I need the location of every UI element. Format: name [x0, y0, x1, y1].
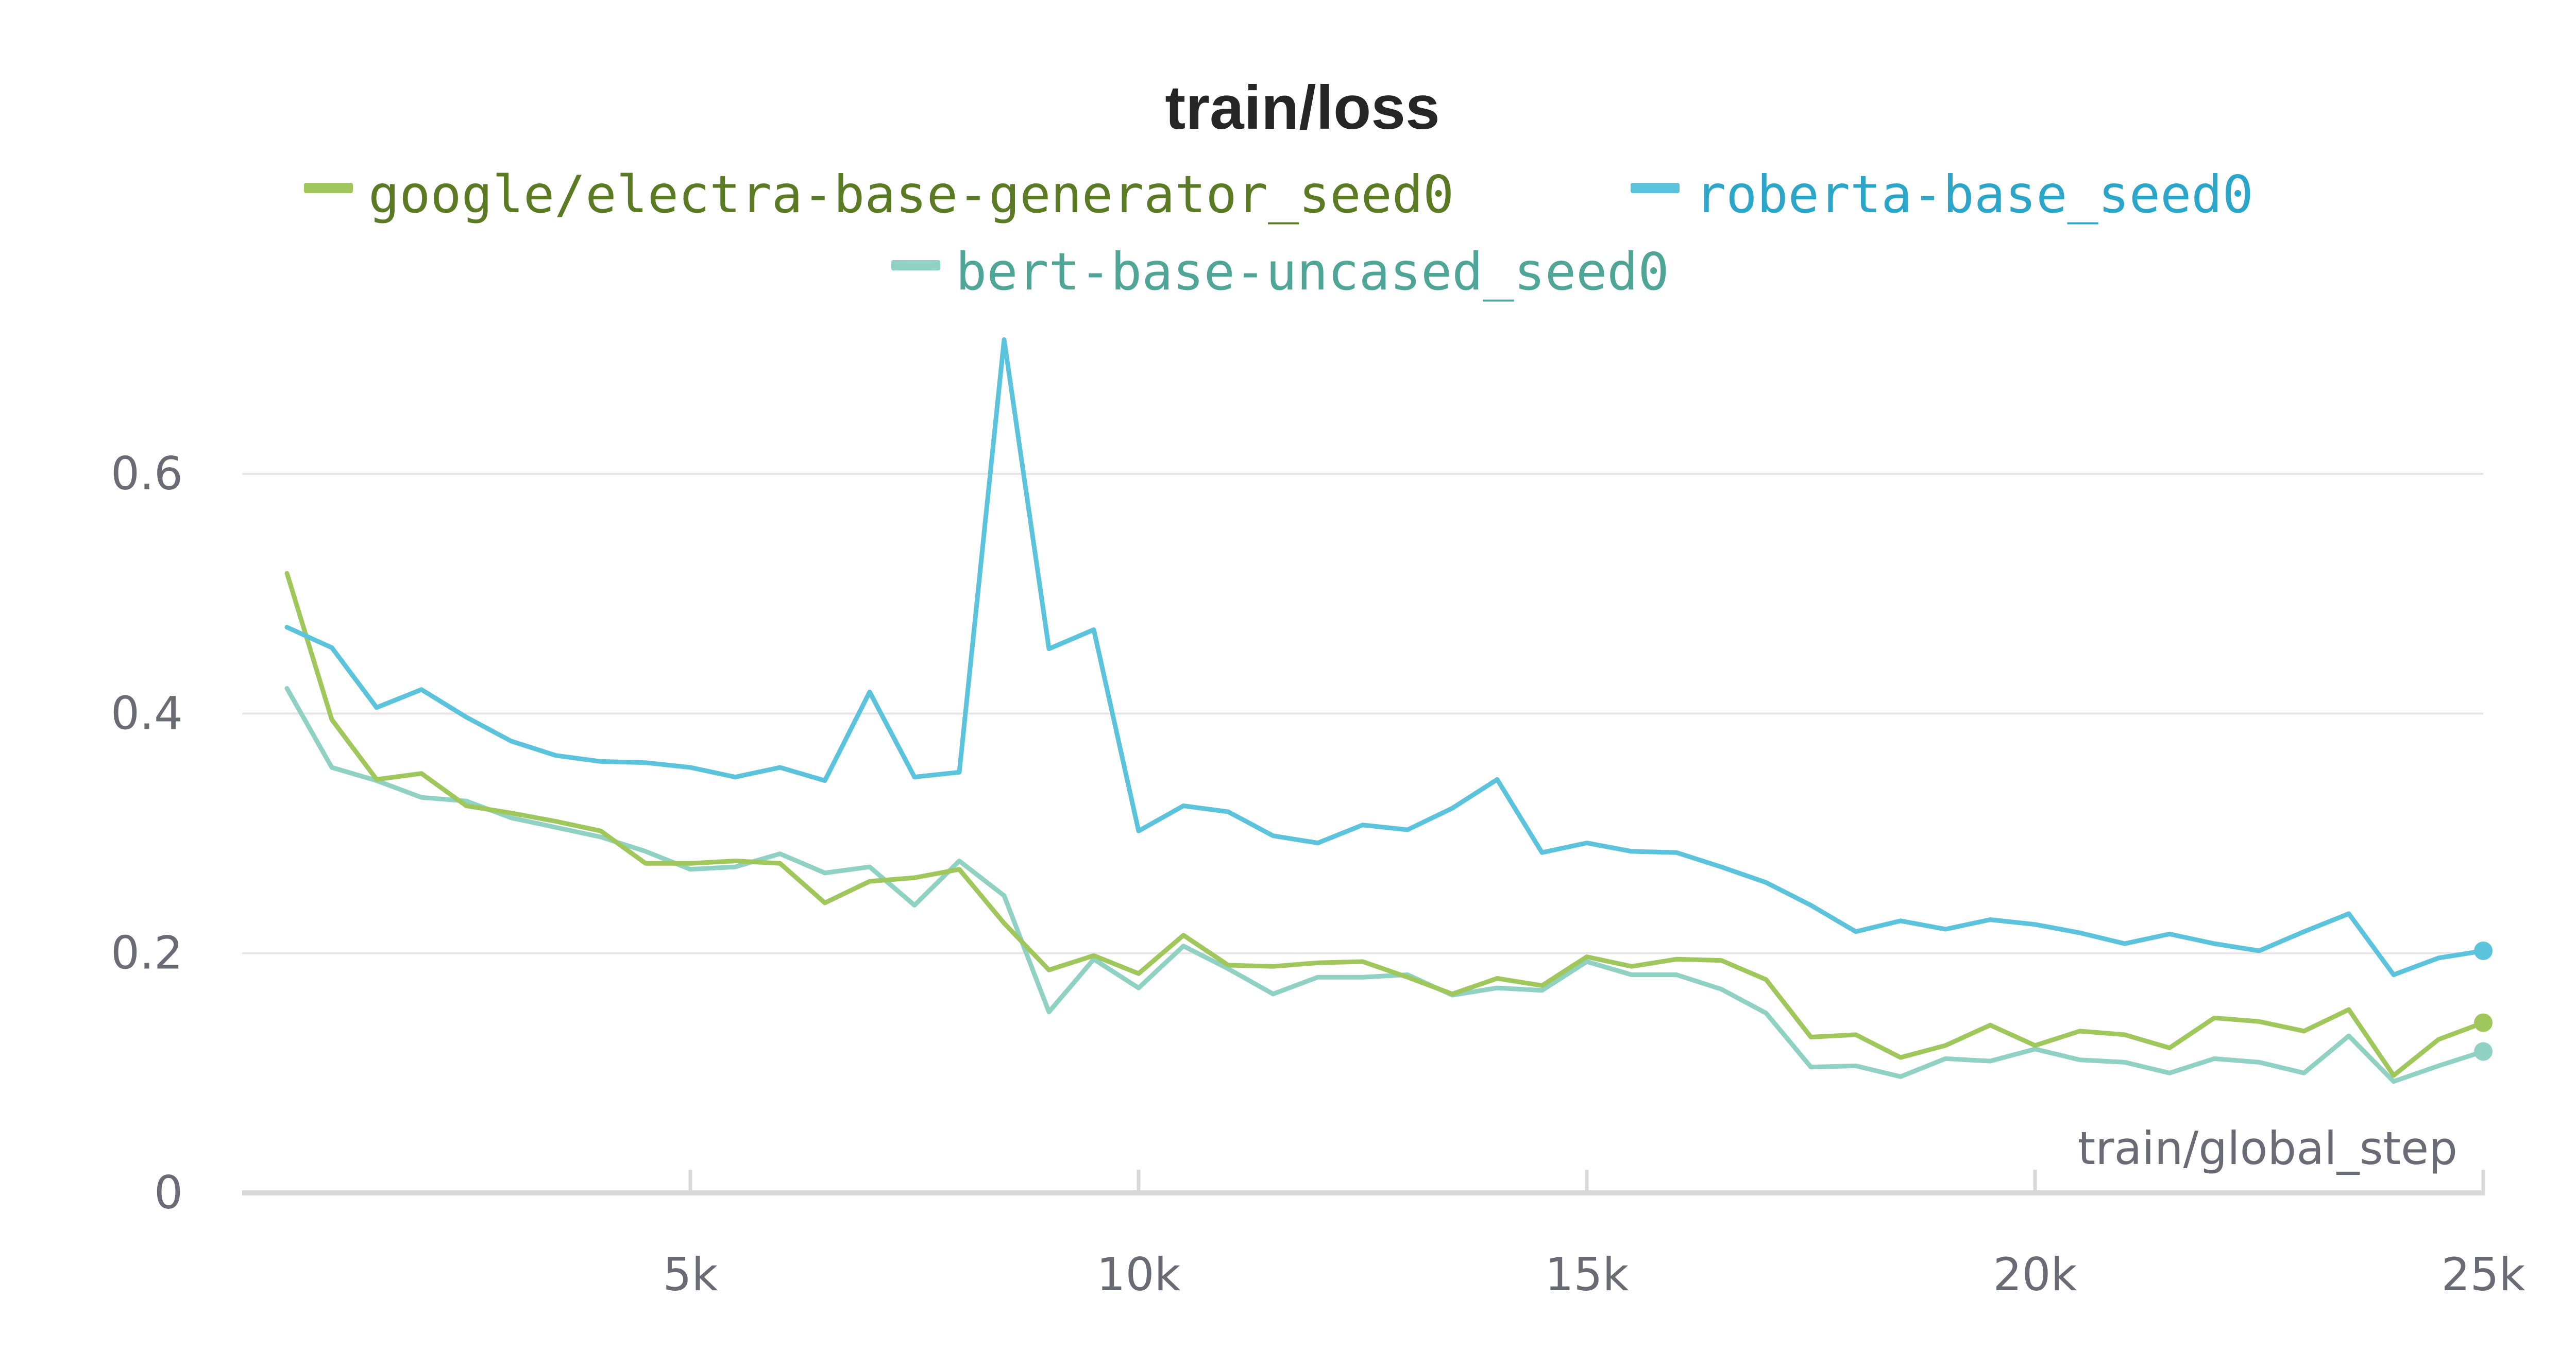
- series-end-point: [2474, 1042, 2493, 1061]
- y-axis: 0 0.2 0.4 0.6: [111, 447, 183, 1219]
- x-axis-label: train/global_step: [2078, 1122, 2458, 1175]
- legend-label: roberta-base_seed0: [1695, 164, 2253, 225]
- series-line-1: [284, 337, 2486, 977]
- series-line-0: [284, 571, 2486, 1078]
- legend-swatch: [1631, 183, 1680, 193]
- gridlines: [242, 473, 2483, 954]
- y-tick-label: 0: [154, 1166, 183, 1219]
- legend: google/electra-base-generator_seed0 rober…: [304, 164, 2253, 302]
- x-tick-label: 20k: [1993, 1248, 2077, 1301]
- series-end-point: [2474, 942, 2493, 961]
- legend-swatch: [304, 183, 353, 193]
- legend-label: bert-base-uncased_seed0: [956, 242, 1669, 302]
- x-tick-label: 5k: [663, 1248, 718, 1301]
- x-tick-label: 15k: [1545, 1248, 1629, 1301]
- series-line-2: [284, 686, 2486, 1084]
- y-tick-label: 0.4: [111, 687, 183, 740]
- series-lines: [284, 337, 2493, 1084]
- series-end-point: [2474, 1013, 2493, 1032]
- x-tick-label: 25k: [2442, 1248, 2526, 1301]
- y-tick-label: 0.6: [111, 447, 183, 500]
- x-tick-label: 10k: [1097, 1248, 1181, 1301]
- legend-swatch: [891, 260, 940, 270]
- y-tick-label: 0.2: [111, 927, 183, 980]
- chart-title: train/loss: [1165, 73, 1440, 142]
- legend-label: google/electra-base-generator_seed0: [368, 164, 1454, 225]
- x-axis: 5k 10k 15k 20k 25k: [242, 1170, 2526, 1301]
